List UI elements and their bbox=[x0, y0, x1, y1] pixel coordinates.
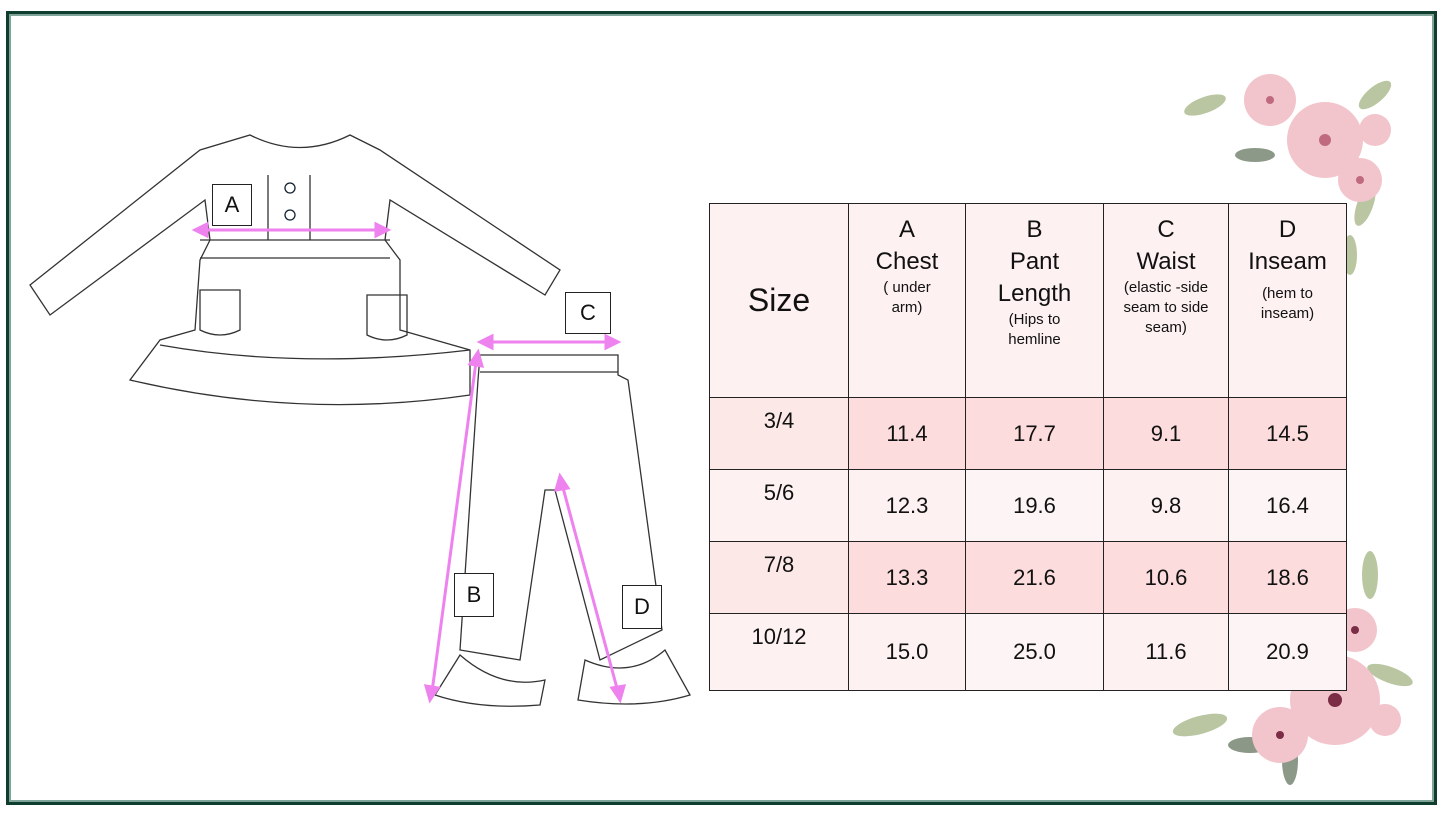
cell-size: 5/6 bbox=[709, 469, 849, 542]
header-size: Size bbox=[709, 203, 849, 398]
cell-waist: 9.8 bbox=[1103, 469, 1229, 542]
header-inseam: D Inseam (hem to inseam) bbox=[1228, 203, 1347, 398]
label-d: D bbox=[622, 585, 662, 629]
cell-size: 3/4 bbox=[709, 397, 849, 470]
header-chest: A Chest ( under arm) bbox=[848, 203, 966, 398]
table-row: 5/6 12.3 19.6 9.8 16.4 bbox=[709, 469, 1347, 542]
cell-inseam: 18.6 bbox=[1228, 541, 1347, 614]
cell-chest: 11.4 bbox=[848, 397, 966, 470]
table-row: 3/4 11.4 17.7 9.1 14.5 bbox=[709, 397, 1347, 470]
table-header-row: Size A Chest ( under arm) B Pant Length … bbox=[709, 203, 1347, 398]
flower-decoration-bottom-icon bbox=[1172, 551, 1413, 785]
cell-inseam: 14.5 bbox=[1228, 397, 1347, 470]
cell-inseam: 16.4 bbox=[1228, 469, 1347, 542]
label-b: B bbox=[454, 573, 494, 617]
cell-chest: 15.0 bbox=[848, 613, 966, 691]
cell-chest: 12.3 bbox=[848, 469, 966, 542]
page-frame bbox=[6, 11, 1437, 805]
label-a: A bbox=[212, 184, 252, 226]
flower-decoration-top-icon bbox=[1184, 74, 1392, 275]
cell-pant-length: 21.6 bbox=[965, 541, 1104, 614]
cell-size: 10/12 bbox=[709, 613, 849, 691]
header-pant-length: B Pant Length (Hips to hemline bbox=[965, 203, 1104, 398]
cell-waist: 9.1 bbox=[1103, 397, 1229, 470]
size-chart-table: Size A Chest ( under arm) B Pant Length … bbox=[709, 203, 1347, 691]
pants-sketch bbox=[434, 354, 691, 707]
cell-waist: 10.6 bbox=[1103, 541, 1229, 614]
cell-waist: 11.6 bbox=[1103, 613, 1229, 691]
cell-chest: 13.3 bbox=[848, 541, 966, 614]
measurement-arrows bbox=[191, 221, 627, 704]
cell-pant-length: 25.0 bbox=[965, 613, 1104, 691]
cell-pant-length: 17.7 bbox=[965, 397, 1104, 470]
arrow-d bbox=[560, 483, 620, 693]
cell-pant-length: 19.6 bbox=[965, 469, 1104, 542]
cell-inseam: 20.9 bbox=[1228, 613, 1347, 691]
table-row: 7/8 13.3 21.6 10.6 18.6 bbox=[709, 541, 1347, 614]
header-waist: C Waist (elastic -side seam to side seam… bbox=[1103, 203, 1229, 398]
table-row: 10/12 15.0 25.0 11.6 20.9 bbox=[709, 613, 1347, 691]
cell-size: 7/8 bbox=[709, 541, 849, 614]
label-c: C bbox=[565, 292, 611, 334]
arrow-b bbox=[430, 361, 478, 693]
